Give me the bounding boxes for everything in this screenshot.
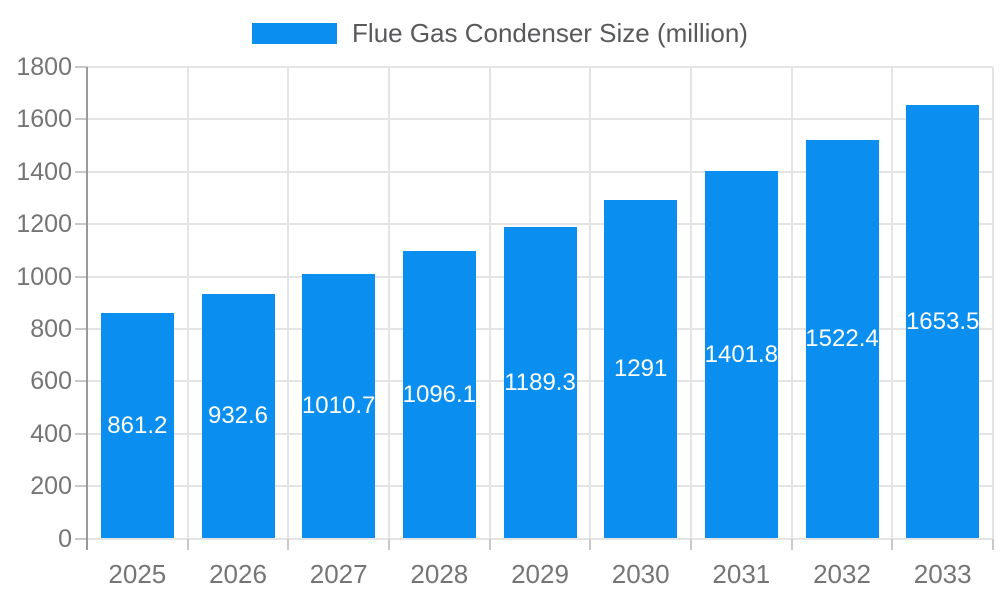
bar[interactable] <box>201 294 275 539</box>
y-axis-label: 1200 <box>16 210 72 239</box>
bar[interactable] <box>100 312 174 539</box>
y-axis-label: 400 <box>30 419 72 448</box>
bar[interactable] <box>402 251 476 539</box>
x-axis-tick <box>186 538 189 550</box>
x-axis-tick <box>690 538 692 550</box>
bar[interactable] <box>906 105 980 539</box>
bar[interactable] <box>805 139 879 539</box>
y-gridline <box>87 537 993 540</box>
y-axis-tick <box>75 66 87 68</box>
bar-value-label: 1189.3 <box>504 368 576 396</box>
bar[interactable] <box>302 273 376 539</box>
y-gridline <box>87 223 993 226</box>
y-axis-tick <box>75 537 87 540</box>
x-axis-label: 2027 <box>309 559 368 589</box>
bar-value-label: 932.6 <box>207 402 269 430</box>
bar[interactable] <box>704 171 778 539</box>
x-axis-label: 2026 <box>209 559 267 589</box>
y-axis-label: 1000 <box>16 262 72 291</box>
x-axis-label: 2032 <box>813 559 871 589</box>
x-axis-tick <box>388 538 390 550</box>
bar[interactable] <box>604 200 678 539</box>
x-gridline <box>186 67 189 539</box>
legend-swatch <box>252 22 338 44</box>
bar-value-label: 1010.7 <box>301 392 376 420</box>
x-axis-label: 2030 <box>611 559 670 589</box>
x-axis-label: 2025 <box>108 559 167 589</box>
y-axis-label: 600 <box>30 367 72 396</box>
y-axis-tick <box>75 380 87 383</box>
y-axis-tick <box>75 170 87 173</box>
bar-value-label: 1096.1 <box>402 380 477 408</box>
y-gridline <box>87 118 993 121</box>
x-gridline <box>992 67 994 539</box>
y-axis-tick <box>75 485 87 488</box>
x-axis-tick <box>891 538 894 550</box>
y-axis-tick <box>75 327 87 330</box>
y-axis-label: 1800 <box>16 53 72 81</box>
y-axis-label: 200 <box>30 472 72 501</box>
y-axis-label: 0 <box>58 524 72 553</box>
y-axis-line <box>86 67 88 550</box>
y-gridline <box>87 66 993 68</box>
y-axis-tick <box>75 275 87 278</box>
x-axis-tick <box>287 538 290 550</box>
x-axis-label: 2033 <box>913 559 972 589</box>
y-axis-tick <box>75 223 87 226</box>
y-axis-tick <box>75 118 87 121</box>
x-axis-tick <box>589 538 592 550</box>
bar-value-label: 1291 <box>613 355 668 383</box>
y-axis-tick <box>75 432 87 435</box>
x-gridline <box>790 67 793 539</box>
x-axis-label: 2029 <box>511 559 569 589</box>
x-gridline <box>589 67 592 539</box>
y-axis-label: 800 <box>30 314 72 343</box>
x-gridline <box>690 67 692 539</box>
bar[interactable] <box>503 226 577 539</box>
x-gridline <box>891 67 894 539</box>
legend[interactable]: Flue Gas Condenser Size (million) <box>0 18 1000 48</box>
bar-value-label: 1522.4 <box>805 325 879 353</box>
x-gridline <box>388 67 390 539</box>
x-axis-label: 2028 <box>410 559 469 589</box>
x-axis-tick <box>790 538 793 550</box>
bar-value-label: 1401.8 <box>704 340 779 368</box>
bar-value-label: 861.2 <box>107 411 168 439</box>
y-gridline <box>87 170 993 173</box>
legend-label: Flue Gas Condenser Size (million) <box>352 18 748 48</box>
bar-value-label: 1653.5 <box>905 307 980 335</box>
y-axis-label: 1600 <box>16 105 72 134</box>
x-gridline <box>287 67 290 539</box>
x-axis-tick <box>488 538 491 550</box>
x-axis-tick <box>992 538 994 550</box>
y-axis-label: 1400 <box>16 157 72 186</box>
x-axis-label: 2031 <box>712 559 771 589</box>
x-gridline <box>488 67 491 539</box>
